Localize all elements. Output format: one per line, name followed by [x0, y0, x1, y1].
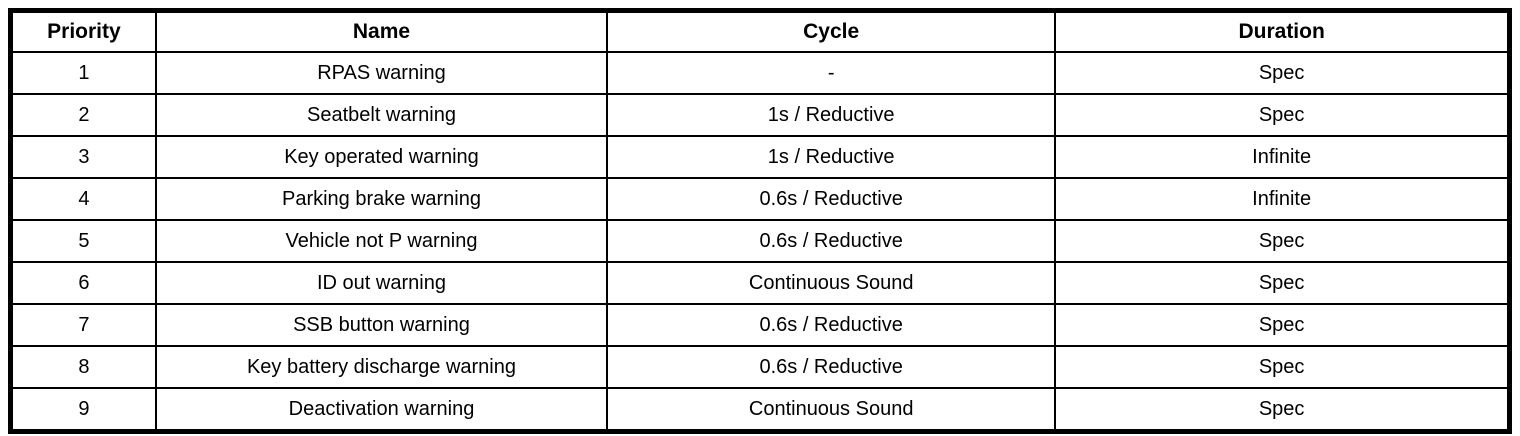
- cell-cycle: 0.6s / Reductive: [606, 345, 1057, 389]
- cell-cycle: 0.6s / Reductive: [606, 303, 1057, 347]
- table-header-row: Priority Name Cycle Duration: [9, 9, 1511, 53]
- cell-cycle: 1s / Reductive: [606, 93, 1057, 137]
- cell-duration: Spec: [1054, 303, 1511, 347]
- cell-priority: 3: [9, 135, 157, 179]
- header-priority: Priority: [9, 9, 157, 53]
- table-row: 7 SSB button warning 0.6s / Reductive Sp…: [9, 303, 1511, 347]
- cell-duration: Spec: [1054, 93, 1511, 137]
- cell-duration: Spec: [1054, 51, 1511, 95]
- cell-priority: 8: [9, 345, 157, 389]
- cell-duration: Spec: [1054, 345, 1511, 389]
- table-row: 1 RPAS warning - Spec: [9, 51, 1511, 95]
- cell-name: Seatbelt warning: [154, 93, 609, 137]
- header-name: Name: [154, 9, 609, 53]
- cell-duration: Spec: [1054, 261, 1511, 305]
- cell-duration: Spec: [1054, 219, 1511, 263]
- header-duration: Duration: [1054, 9, 1511, 53]
- header-cycle: Cycle: [606, 9, 1057, 53]
- cell-name: Deactivation warning: [154, 387, 609, 433]
- cell-duration: Infinite: [1054, 177, 1511, 221]
- table-row: 2 Seatbelt warning 1s / Reductive Spec: [9, 93, 1511, 137]
- cell-priority: 1: [9, 51, 157, 95]
- cell-priority: 2: [9, 93, 157, 137]
- cell-priority: 4: [9, 177, 157, 221]
- cell-priority: 9: [9, 387, 157, 433]
- cell-cycle: 1s / Reductive: [606, 135, 1057, 179]
- cell-name: Parking brake warning: [154, 177, 609, 221]
- table-row: 6 ID out warning Continuous Sound Spec: [9, 261, 1511, 305]
- cell-cycle: 0.6s / Reductive: [606, 219, 1057, 263]
- cell-cycle: Continuous Sound: [606, 261, 1057, 305]
- cell-name: Vehicle not P warning: [154, 219, 609, 263]
- cell-duration: Infinite: [1054, 135, 1511, 179]
- cell-name: SSB button warning: [154, 303, 609, 347]
- warning-priority-table: Priority Name Cycle Duration 1 RPAS warn…: [8, 8, 1512, 434]
- table-row: 9 Deactivation warning Continuous Sound …: [9, 387, 1511, 433]
- table-row: 4 Parking brake warning 0.6s / Reductive…: [9, 177, 1511, 221]
- cell-duration: Spec: [1054, 387, 1511, 433]
- table-row: 8 Key battery discharge warning 0.6s / R…: [9, 345, 1511, 389]
- cell-cycle: Continuous Sound: [606, 387, 1057, 433]
- table-row: 5 Vehicle not P warning 0.6s / Reductive…: [9, 219, 1511, 263]
- cell-name: Key battery discharge warning: [154, 345, 609, 389]
- table-row: 3 Key operated warning 1s / Reductive In…: [9, 135, 1511, 179]
- cell-priority: 7: [9, 303, 157, 347]
- cell-cycle: -: [606, 51, 1057, 95]
- cell-priority: 5: [9, 219, 157, 263]
- cell-priority: 6: [9, 261, 157, 305]
- cell-name: RPAS warning: [154, 51, 609, 95]
- cell-cycle: 0.6s / Reductive: [606, 177, 1057, 221]
- cell-name: ID out warning: [154, 261, 609, 305]
- cell-name: Key operated warning: [154, 135, 609, 179]
